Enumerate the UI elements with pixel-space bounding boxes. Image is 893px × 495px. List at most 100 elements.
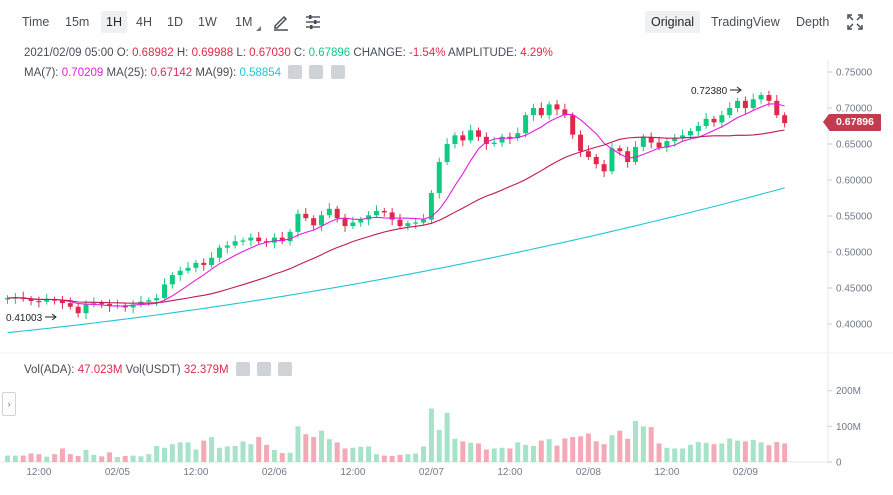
volume-bar — [224, 446, 230, 462]
volume-bar — [523, 444, 529, 462]
candle — [703, 113, 709, 129]
volume-bar — [758, 442, 764, 462]
candle — [562, 103, 568, 119]
candle — [389, 208, 395, 226]
volume-bar — [75, 455, 81, 462]
volume-bar — [601, 444, 607, 462]
candle — [774, 95, 780, 119]
candle — [193, 259, 199, 273]
pencil-icon[interactable] — [271, 12, 291, 32]
volume-bar — [130, 455, 136, 462]
open-value: 0.68982 — [132, 47, 174, 59]
volume-bar — [279, 453, 285, 462]
fullscreen-icon[interactable] — [845, 12, 865, 32]
volume-bar — [177, 442, 183, 462]
volume-bar — [538, 440, 544, 462]
candle — [209, 252, 215, 268]
volume-bar — [381, 455, 387, 462]
candle — [617, 145, 623, 156]
candle — [570, 112, 576, 139]
volume-bar — [672, 448, 678, 462]
interval-1h[interactable]: 1H — [101, 11, 127, 33]
volume-bar — [633, 421, 638, 462]
price-tick-label: 0.55000 — [836, 212, 873, 223]
time-tick-label: 02/09 — [732, 467, 758, 478]
ma25-line — [7, 129, 785, 304]
volume-bar — [593, 441, 599, 462]
volume-bar — [295, 426, 301, 462]
volume-bar — [271, 449, 277, 462]
close-icon[interactable] — [330, 65, 345, 79]
volume-settings-icon[interactable] — [257, 362, 271, 376]
volume-eye-icon[interactable] — [235, 362, 250, 376]
volume-bar — [114, 457, 120, 462]
volume-bar — [766, 445, 772, 462]
volume-bar — [664, 447, 670, 462]
interval-1d[interactable]: 1D — [167, 15, 183, 29]
candle — [107, 299, 113, 312]
volume-tick-label: 100M — [836, 422, 861, 433]
candle — [750, 93, 756, 111]
volume-bar — [782, 443, 788, 462]
volume-bar — [499, 447, 505, 462]
volume-bar — [711, 444, 717, 462]
candle — [633, 141, 638, 165]
candle — [122, 302, 128, 312]
candle — [373, 205, 379, 219]
time-tick-label: 12:00 — [26, 467, 52, 478]
volume-close-icon[interactable] — [278, 362, 293, 376]
volume-bar — [5, 455, 10, 462]
volume-bar — [350, 447, 356, 462]
eye-icon[interactable] — [288, 65, 303, 79]
candle — [169, 272, 175, 289]
price-tick-label: 0.70000 — [836, 104, 873, 115]
ma25-label: MA(25): — [106, 67, 148, 79]
volume-bar — [719, 443, 725, 462]
close-value: 0.67896 — [308, 47, 351, 59]
volume-bar — [774, 442, 780, 462]
interval-1m[interactable]: 1M — [235, 15, 253, 29]
candle — [758, 92, 764, 104]
candle — [656, 136, 662, 151]
view-tradingview[interactable]: TradingView — [711, 15, 780, 29]
interval-1w[interactable]: 1W — [198, 15, 217, 29]
volume-bar — [248, 444, 254, 462]
candle — [264, 238, 270, 247]
interval-time[interactable]: Time — [22, 15, 50, 29]
candle — [687, 128, 693, 140]
volume-bar — [287, 452, 293, 462]
interval-15m[interactable]: 15m — [65, 15, 90, 29]
candle — [640, 133, 646, 152]
candle — [460, 131, 466, 147]
volume-bar — [83, 449, 89, 462]
candle — [405, 220, 411, 231]
settings-icon[interactable] — [309, 65, 324, 79]
view-depth[interactable]: Depth — [796, 15, 830, 29]
volume-bar — [436, 429, 442, 462]
candle — [413, 218, 419, 229]
volume-bar — [507, 448, 513, 462]
volume-bar — [303, 434, 309, 462]
time-tick-label: 12:00 — [654, 467, 680, 478]
sliders-icon[interactable] — [303, 12, 323, 32]
candle — [162, 278, 167, 301]
price-tick-label: 0.45000 — [836, 284, 873, 295]
candle — [491, 136, 497, 147]
volume-bar — [680, 448, 686, 462]
interval-4h[interactable]: 4H — [136, 15, 152, 29]
view-original[interactable]: Original — [645, 11, 701, 33]
candle — [719, 110, 725, 129]
price-tick-label: 0.60000 — [836, 176, 873, 187]
candle — [578, 130, 584, 157]
volume-bar — [546, 439, 552, 462]
volume-bar — [703, 442, 709, 462]
candle — [75, 303, 81, 318]
expand-panel-button[interactable]: › — [2, 392, 16, 416]
candle — [421, 213, 427, 226]
interval-dropdown-icon[interactable] — [256, 26, 261, 31]
low-label: L: — [236, 47, 246, 59]
candle — [428, 190, 434, 224]
candle — [585, 145, 591, 160]
volume-bar — [656, 443, 662, 462]
candle — [287, 228, 293, 246]
